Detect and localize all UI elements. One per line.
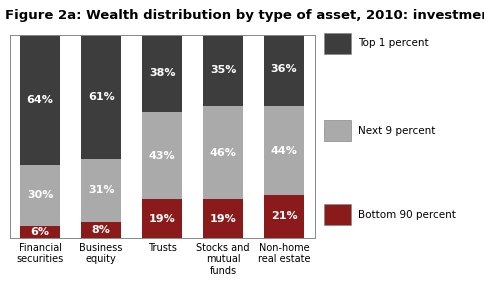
Text: Next 9 percent: Next 9 percent [358, 126, 436, 135]
Text: Top 1 percent: Top 1 percent [358, 39, 429, 48]
Bar [81, 222, 121, 238]
Text: 19%: 19% [210, 213, 237, 224]
Bar [20, 35, 60, 165]
Text: 44%: 44% [271, 146, 298, 155]
Bar [264, 33, 304, 106]
Bar [142, 112, 182, 199]
Bar [142, 35, 182, 112]
Text: 36%: 36% [271, 64, 298, 74]
Bar [20, 165, 60, 226]
Bar [203, 35, 243, 106]
Text: 64%: 64% [27, 95, 54, 105]
Text: 38%: 38% [149, 68, 175, 78]
Text: 21%: 21% [271, 211, 298, 222]
Text: 8%: 8% [92, 225, 110, 235]
Bar [20, 226, 60, 238]
Text: 35%: 35% [210, 65, 236, 75]
Text: Bottom 90 percent: Bottom 90 percent [358, 210, 456, 220]
Text: 61%: 61% [88, 92, 115, 102]
Text: 6%: 6% [30, 227, 50, 237]
Text: 46%: 46% [210, 148, 237, 157]
Bar [264, 195, 304, 238]
Text: 19%: 19% [149, 213, 176, 224]
Text: Figure 2a: Wealth distribution by type of asset, 2010: investment assets: Figure 2a: Wealth distribution by type o… [5, 9, 484, 22]
Bar [81, 159, 121, 222]
Bar [81, 35, 121, 159]
Bar [203, 106, 243, 199]
Text: 30%: 30% [27, 190, 53, 200]
Text: 31%: 31% [88, 185, 114, 195]
Text: 43%: 43% [149, 151, 176, 161]
Bar [142, 199, 182, 238]
Bar [203, 199, 243, 238]
Bar [264, 106, 304, 195]
